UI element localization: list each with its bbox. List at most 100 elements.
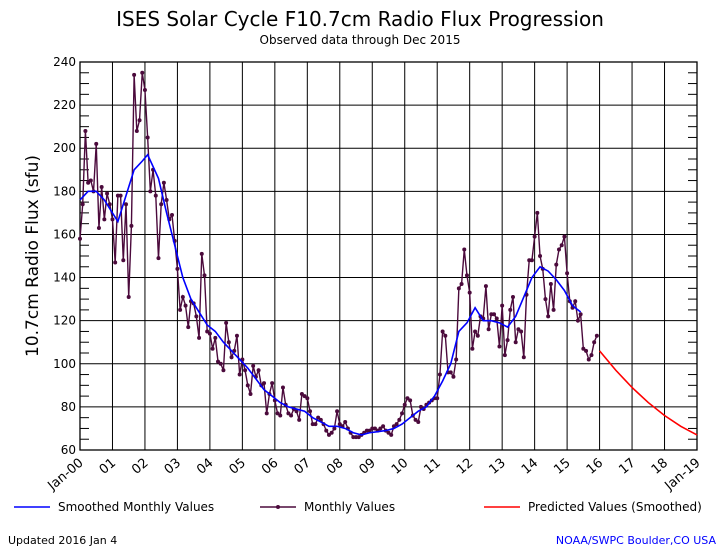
monthly-value-point <box>316 415 321 420</box>
monthly-value-point <box>546 314 551 319</box>
monthly-value-point <box>519 329 524 334</box>
monthly-value-point <box>448 370 453 375</box>
monthly-value-point <box>470 346 475 351</box>
legend-smoothed-label: Smoothed Monthly Values <box>58 500 214 514</box>
legend-monthly-marker <box>276 505 280 509</box>
monthly-value-point <box>386 430 391 435</box>
monthly-value-point <box>554 262 559 267</box>
monthly-value-point <box>156 256 161 261</box>
monthly-value-point <box>381 424 386 429</box>
monthly-value-point <box>543 297 548 302</box>
monthly-value-point <box>289 413 294 418</box>
monthly-value-point <box>516 327 521 332</box>
monthly-value-point <box>326 432 331 437</box>
monthly-value-point <box>299 391 304 396</box>
monthly-value-point <box>218 361 223 366</box>
monthly-value-point <box>107 202 112 207</box>
smoothed-values-line <box>79 153 582 436</box>
monthly-value-point <box>210 346 215 351</box>
monthly-value-point <box>178 307 183 312</box>
monthly-value-point <box>532 234 537 239</box>
monthly-value-point <box>397 417 402 422</box>
x-tick-label: 15 <box>551 456 573 478</box>
monthly-value-point <box>335 409 340 414</box>
monthly-value-point <box>337 422 342 427</box>
monthly-value-point <box>324 428 329 433</box>
monthly-value-point <box>164 197 169 202</box>
y-axis-label: 10.7cm Radio Flux (sfu) <box>23 155 43 357</box>
x-tick-label: 18 <box>649 456 671 478</box>
monthly-value-point <box>502 353 507 358</box>
monthly-value-point <box>416 419 421 424</box>
monthly-value-point <box>243 368 248 373</box>
y-tick-label: 60 <box>61 443 76 457</box>
monthly-value-point <box>367 428 372 433</box>
x-tick-label: 16 <box>584 456 606 478</box>
monthly-value-point <box>113 260 118 265</box>
monthly-value-point <box>343 419 348 424</box>
x-tick-label: Jan-00 <box>45 456 87 495</box>
monthly-value-point <box>99 185 104 190</box>
monthly-value-point <box>96 225 101 230</box>
y-tick-label: 160 <box>53 227 76 241</box>
monthly-value-point <box>78 236 82 241</box>
monthly-value-point <box>148 189 153 194</box>
monthly-value-point <box>186 325 191 330</box>
monthly-value-point <box>153 193 158 198</box>
monthly-value-point <box>356 435 361 440</box>
monthly-value-point <box>142 88 147 93</box>
monthly-value-point <box>584 348 589 353</box>
x-tick-label: 10 <box>389 456 411 478</box>
monthly-value-point <box>118 193 123 198</box>
monthly-value-point <box>462 247 467 252</box>
monthly-value-point <box>145 135 150 140</box>
monthly-value-point <box>161 180 166 185</box>
predicted-values-line <box>598 350 698 436</box>
y-tick-label: 140 <box>53 271 76 285</box>
monthly-value-point <box>183 303 188 308</box>
monthly-value-point <box>305 396 310 401</box>
monthly-value-point <box>202 273 207 278</box>
monthly-value-point <box>513 340 518 345</box>
monthly-value-point <box>508 307 513 312</box>
monthly-value-point <box>551 307 556 312</box>
monthly-value-point <box>332 426 337 431</box>
monthly-value-point <box>86 180 91 185</box>
monthly-value-point <box>483 284 488 289</box>
monthly-value-point <box>556 247 561 252</box>
y-tick-label: 180 <box>53 184 76 198</box>
monthly-value-point <box>402 402 407 407</box>
monthly-value-point <box>83 128 88 133</box>
monthly-value-point <box>486 327 491 332</box>
monthly-value-point <box>510 294 515 299</box>
monthly-value-point <box>94 141 99 146</box>
monthly-value-point <box>454 357 459 362</box>
y-tick-label: 80 <box>61 400 76 414</box>
monthly-value-point <box>505 338 510 343</box>
x-tick-label: 04 <box>194 456 216 478</box>
monthly-values-line <box>79 72 598 438</box>
monthly-value-point <box>497 344 502 349</box>
monthly-value-point <box>573 299 578 304</box>
x-tick-label: 13 <box>486 456 508 478</box>
monthly-value-point <box>105 191 110 196</box>
monthly-value-point <box>199 251 204 256</box>
monthly-value-point <box>592 340 597 345</box>
monthly-value-point <box>180 294 185 299</box>
monthly-value-point <box>110 217 115 222</box>
monthly-value-point <box>329 430 334 435</box>
monthly-value-point <box>275 411 280 416</box>
monthly-value-point <box>140 70 145 75</box>
x-tick-label: 14 <box>519 456 541 478</box>
monthly-value-point <box>565 271 570 276</box>
x-tick-label: 12 <box>454 456 476 478</box>
monthly-value-point <box>302 394 307 399</box>
x-tick-label: 03 <box>162 456 184 478</box>
x-tick-label: 01 <box>97 456 119 478</box>
monthly-value-point <box>586 357 591 362</box>
monthly-value-point <box>467 290 472 295</box>
monthly-value-point <box>124 202 129 207</box>
monthly-value-point <box>459 282 464 287</box>
monthly-value-point <box>270 381 275 386</box>
monthly-value-point <box>494 316 499 321</box>
